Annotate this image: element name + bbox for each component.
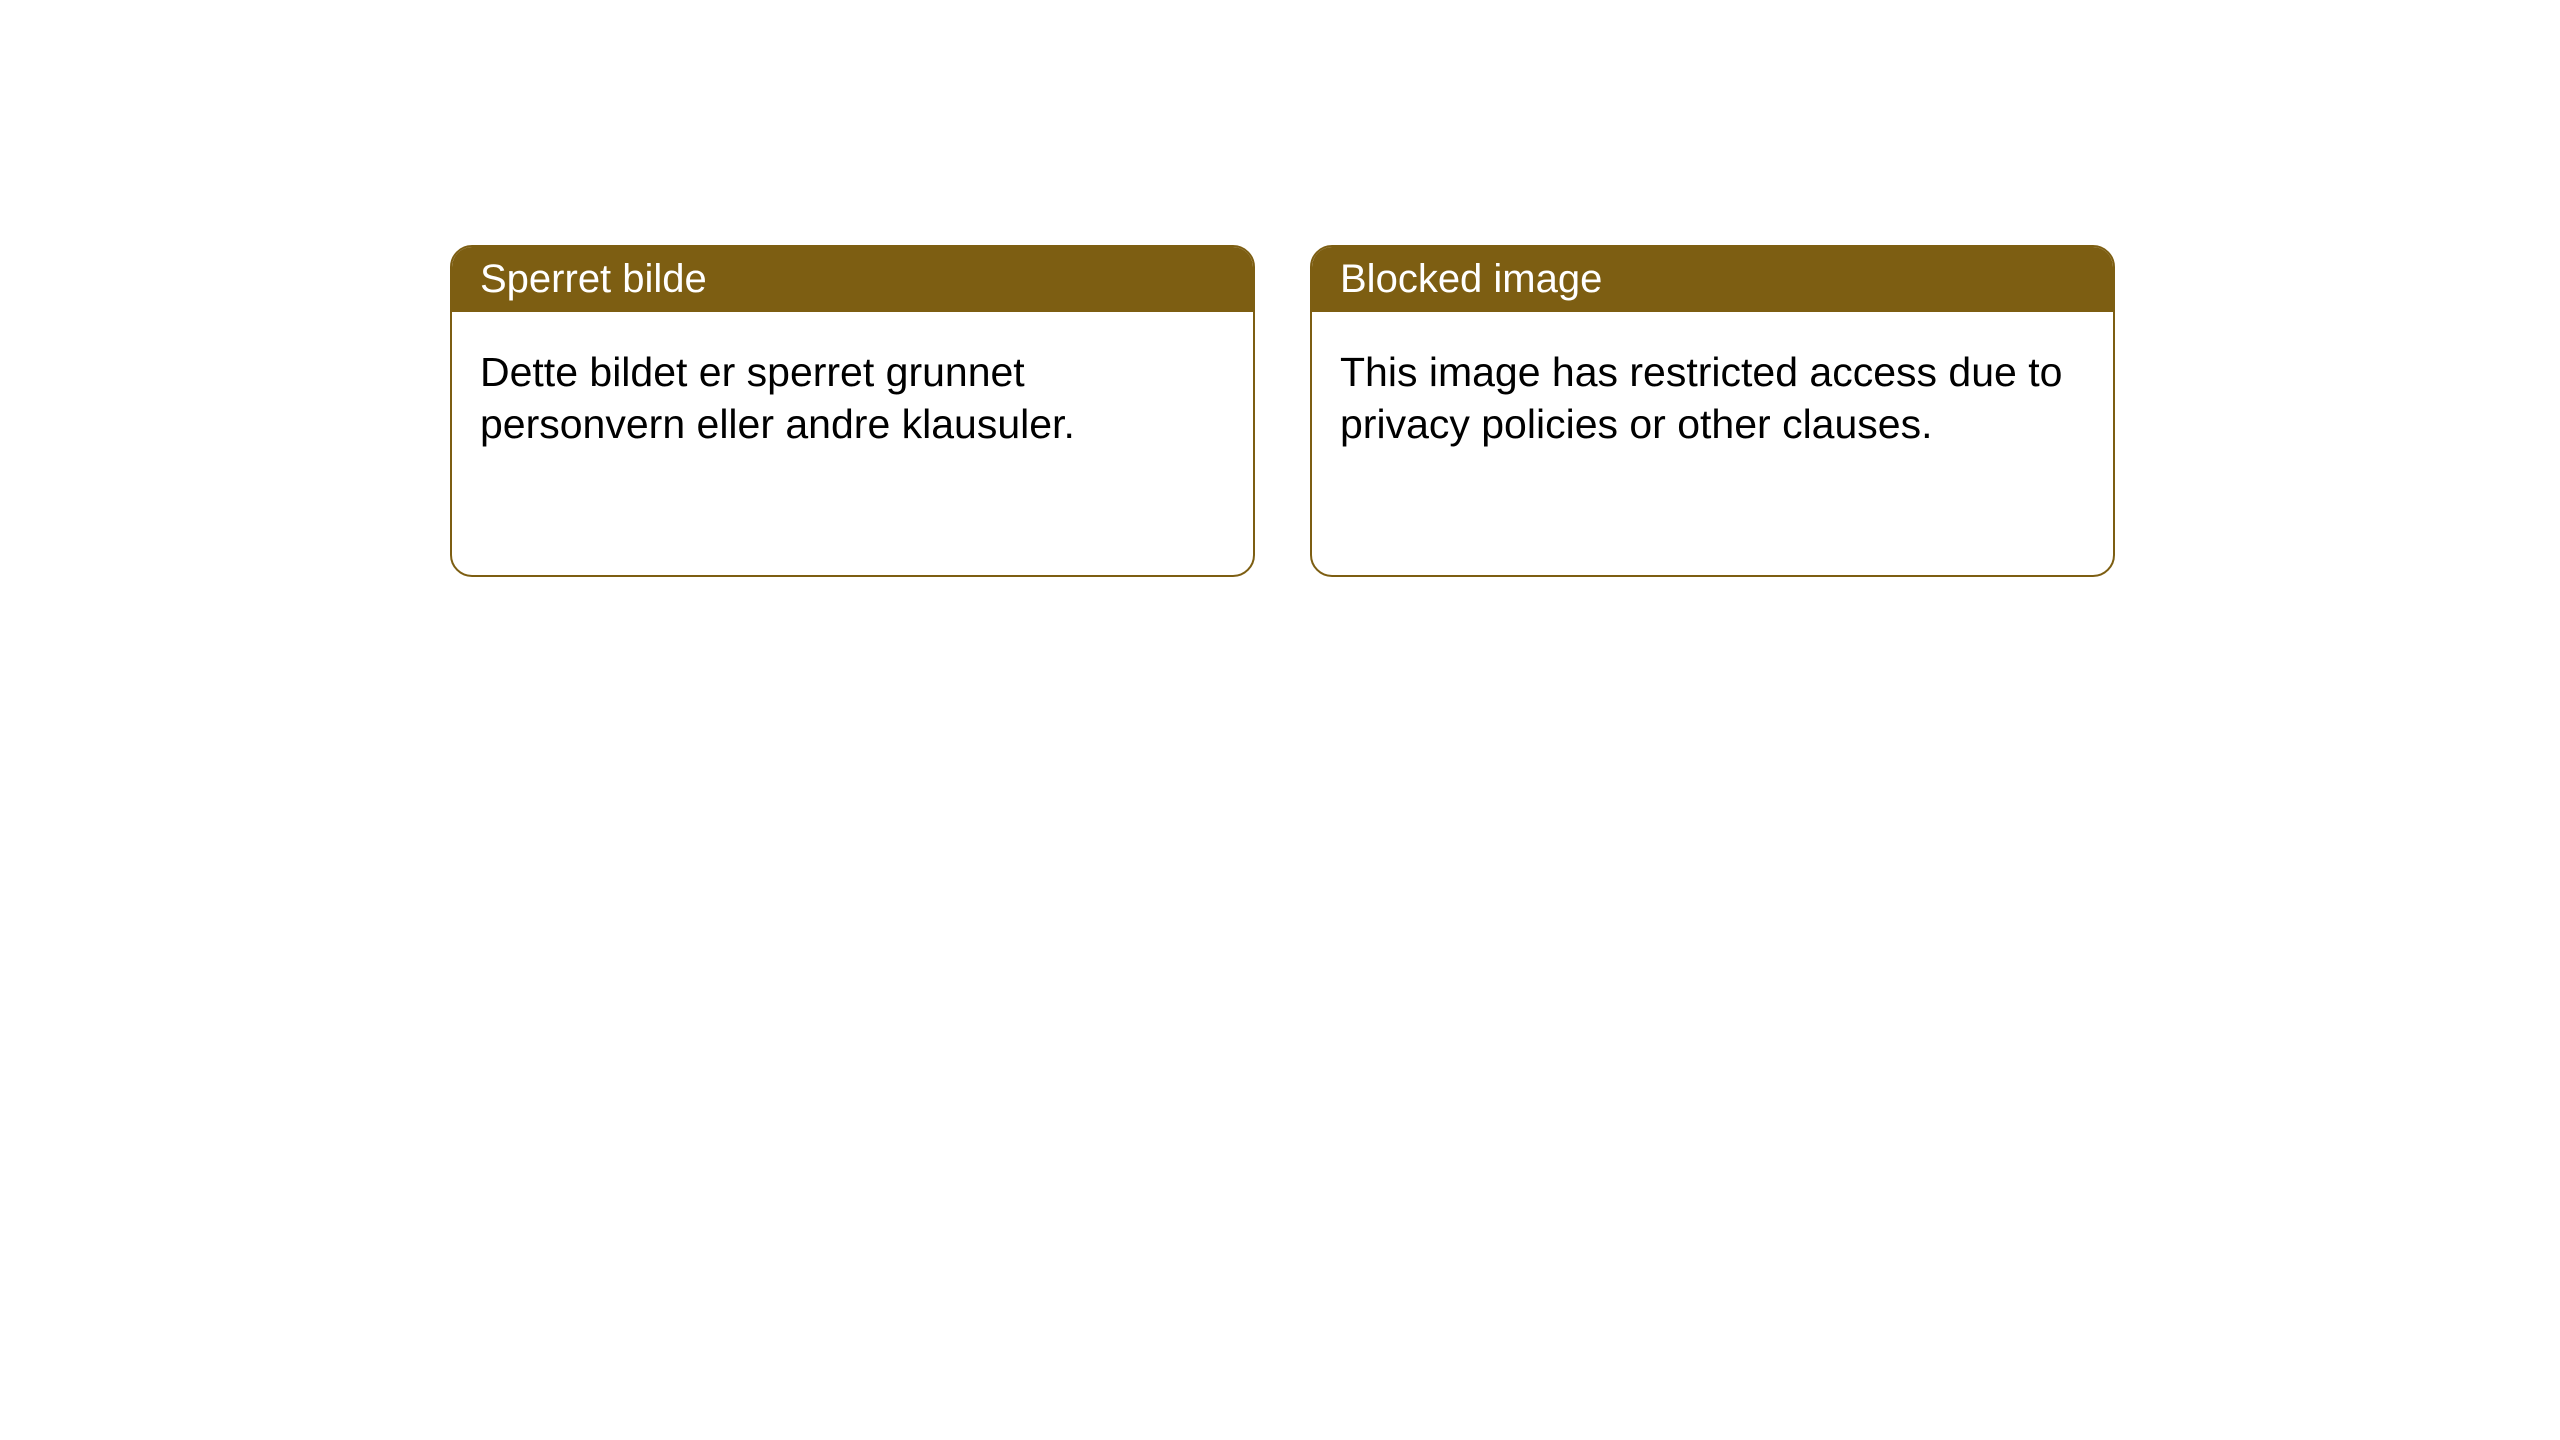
card-message-no: Dette bildet er sperret grunnet personve…	[480, 349, 1075, 447]
card-header-en: Blocked image	[1312, 247, 2113, 312]
card-title-no: Sperret bilde	[480, 257, 707, 301]
card-body-no: Dette bildet er sperret grunnet personve…	[452, 312, 1253, 485]
card-title-en: Blocked image	[1340, 257, 1602, 301]
cards-container: Sperret bilde Dette bildet er sperret gr…	[0, 0, 2560, 577]
card-body-en: This image has restricted access due to …	[1312, 312, 2113, 485]
blocked-image-card-no: Sperret bilde Dette bildet er sperret gr…	[450, 245, 1255, 577]
card-header-no: Sperret bilde	[452, 247, 1253, 312]
card-message-en: This image has restricted access due to …	[1340, 349, 2062, 447]
blocked-image-card-en: Blocked image This image has restricted …	[1310, 245, 2115, 577]
